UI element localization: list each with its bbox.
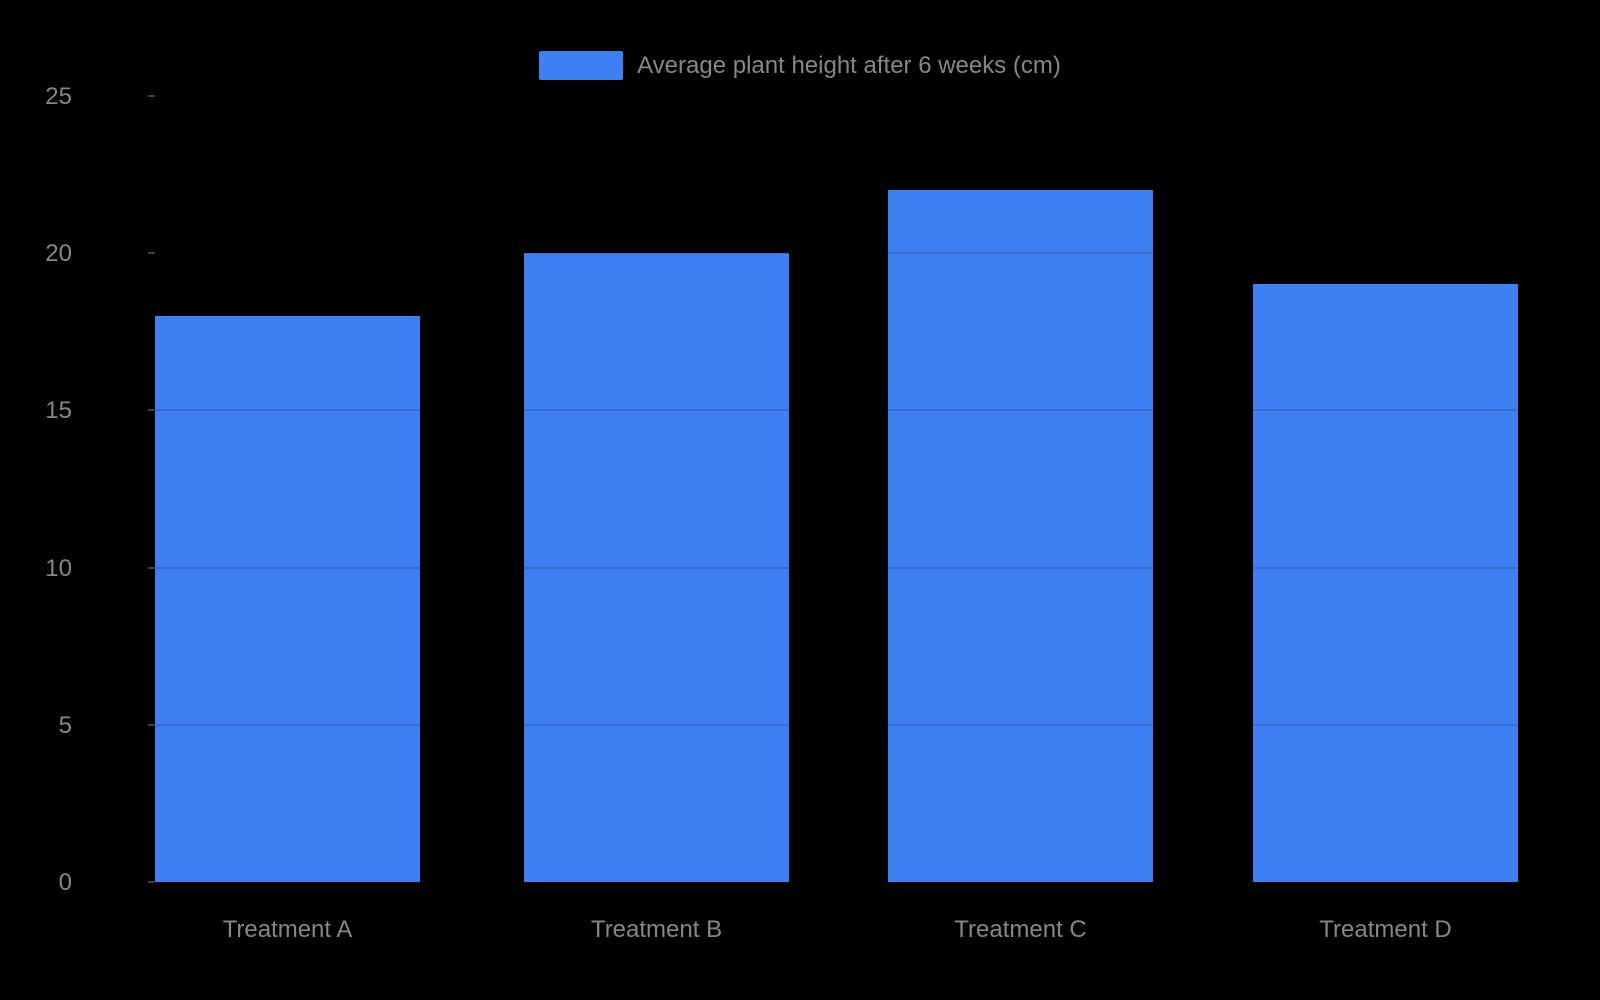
bar-treatment-c: [888, 190, 1153, 882]
gridline: [148, 94, 1560, 97]
y-axis-tick-mark: [148, 94, 155, 97]
y-axis-tick-label: 15: [45, 397, 72, 425]
y-axis-tick-mark: [148, 723, 155, 726]
x-axis-category-label: Treatment D: [1319, 916, 1452, 943]
gridline: [148, 723, 1560, 726]
gridline: [148, 566, 1560, 569]
y-axis-tick-mark: [148, 252, 155, 254]
bar-treatment-b: [524, 253, 789, 882]
y-axis-tick-mark: [148, 881, 155, 883]
legend-swatch: [539, 51, 624, 80]
y-axis-tick-label: 25: [45, 82, 72, 110]
y-axis-tick-label: 20: [45, 240, 72, 267]
y-axis-tick-label: 10: [45, 554, 72, 582]
gridline: [148, 252, 1560, 254]
legend-label: Average plant height after 6 weeks (cm): [637, 52, 1061, 79]
x-axis-category-label: Treatment B: [590, 916, 723, 943]
y-axis-tick-label: 5: [58, 711, 72, 739]
gridline: [148, 409, 1560, 412]
y-axis-tick-mark: [148, 566, 155, 569]
bar-treatment-a: [155, 315, 420, 882]
x-axis-category-label: Treatment C: [954, 916, 1087, 943]
y-axis-tick-mark: [148, 409, 155, 412]
x-axis-category-label: Treatment A: [222, 916, 353, 943]
legend: Average plant height after 6 weeks (cm): [0, 51, 1600, 80]
bar-treatment-d: [1253, 284, 1518, 882]
y-axis-tick-label: 0: [58, 869, 72, 896]
